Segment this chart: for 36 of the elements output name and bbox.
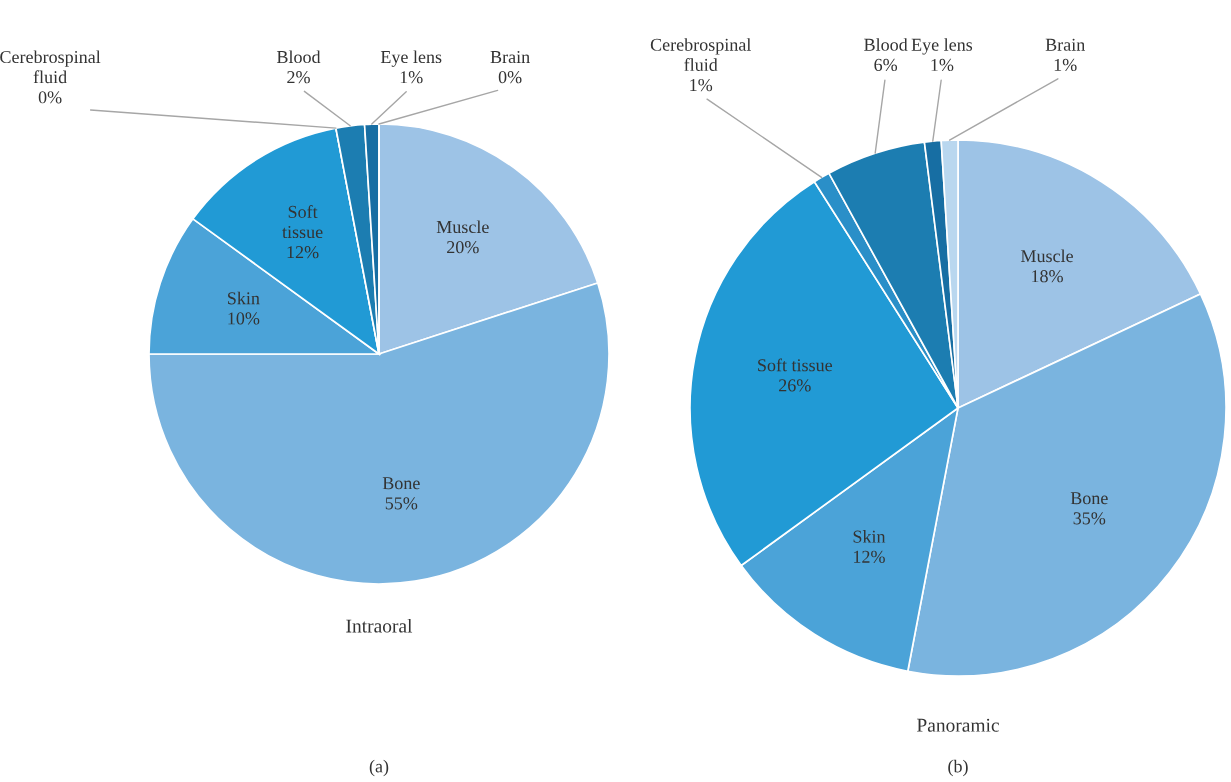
slice-label: Eye lens	[911, 38, 973, 55]
data-label: 18%	[1032, 270, 1063, 283]
data-label: 1%	[931, 58, 954, 72]
category-label: Cerebrospinal fluid	[0, 50, 101, 84]
data-label: 20%	[447, 241, 479, 254]
text: 0%	[38, 91, 62, 104]
data-label: 1%	[690, 78, 713, 92]
slice-label: Muscle	[436, 220, 489, 234]
data-label: 2%	[287, 71, 310, 84]
slice-label: Soft tissue	[758, 358, 833, 372]
data-label: 12%	[287, 246, 319, 259]
text: (a)	[369, 759, 389, 777]
text: Panoramic	[916, 718, 999, 732]
data-label: 1%	[1054, 58, 1077, 72]
slice-label: Muscle	[1020, 249, 1073, 263]
data-label: 10%	[228, 312, 260, 325]
data-label: 12%	[854, 550, 885, 563]
slice-label: Bone	[382, 477, 420, 490]
category-label: Brain	[490, 50, 530, 64]
data-label: 35%	[1073, 512, 1106, 525]
slice-label: Brain	[1045, 38, 1085, 51]
data-label: 6%	[874, 58, 898, 72]
slice-label: Blood	[276, 50, 321, 64]
slice-label: Skin	[228, 291, 260, 305]
data-label: 1%	[400, 71, 423, 84]
data-label: 26%	[779, 379, 811, 392]
slice-label: Bone	[1070, 492, 1108, 505]
slice-label: Eye lens	[380, 50, 442, 67]
slice-label: Skin	[853, 530, 886, 543]
slice-label: Cerebrospinal fluid	[650, 38, 751, 71]
text: Intraoral	[346, 618, 413, 633]
slice-label: Blood	[864, 38, 908, 51]
text: (b)	[948, 759, 968, 777]
text: 0%	[498, 71, 522, 84]
data-label: 55%	[385, 497, 418, 510]
slice-label: Soft tissue	[282, 205, 323, 239]
